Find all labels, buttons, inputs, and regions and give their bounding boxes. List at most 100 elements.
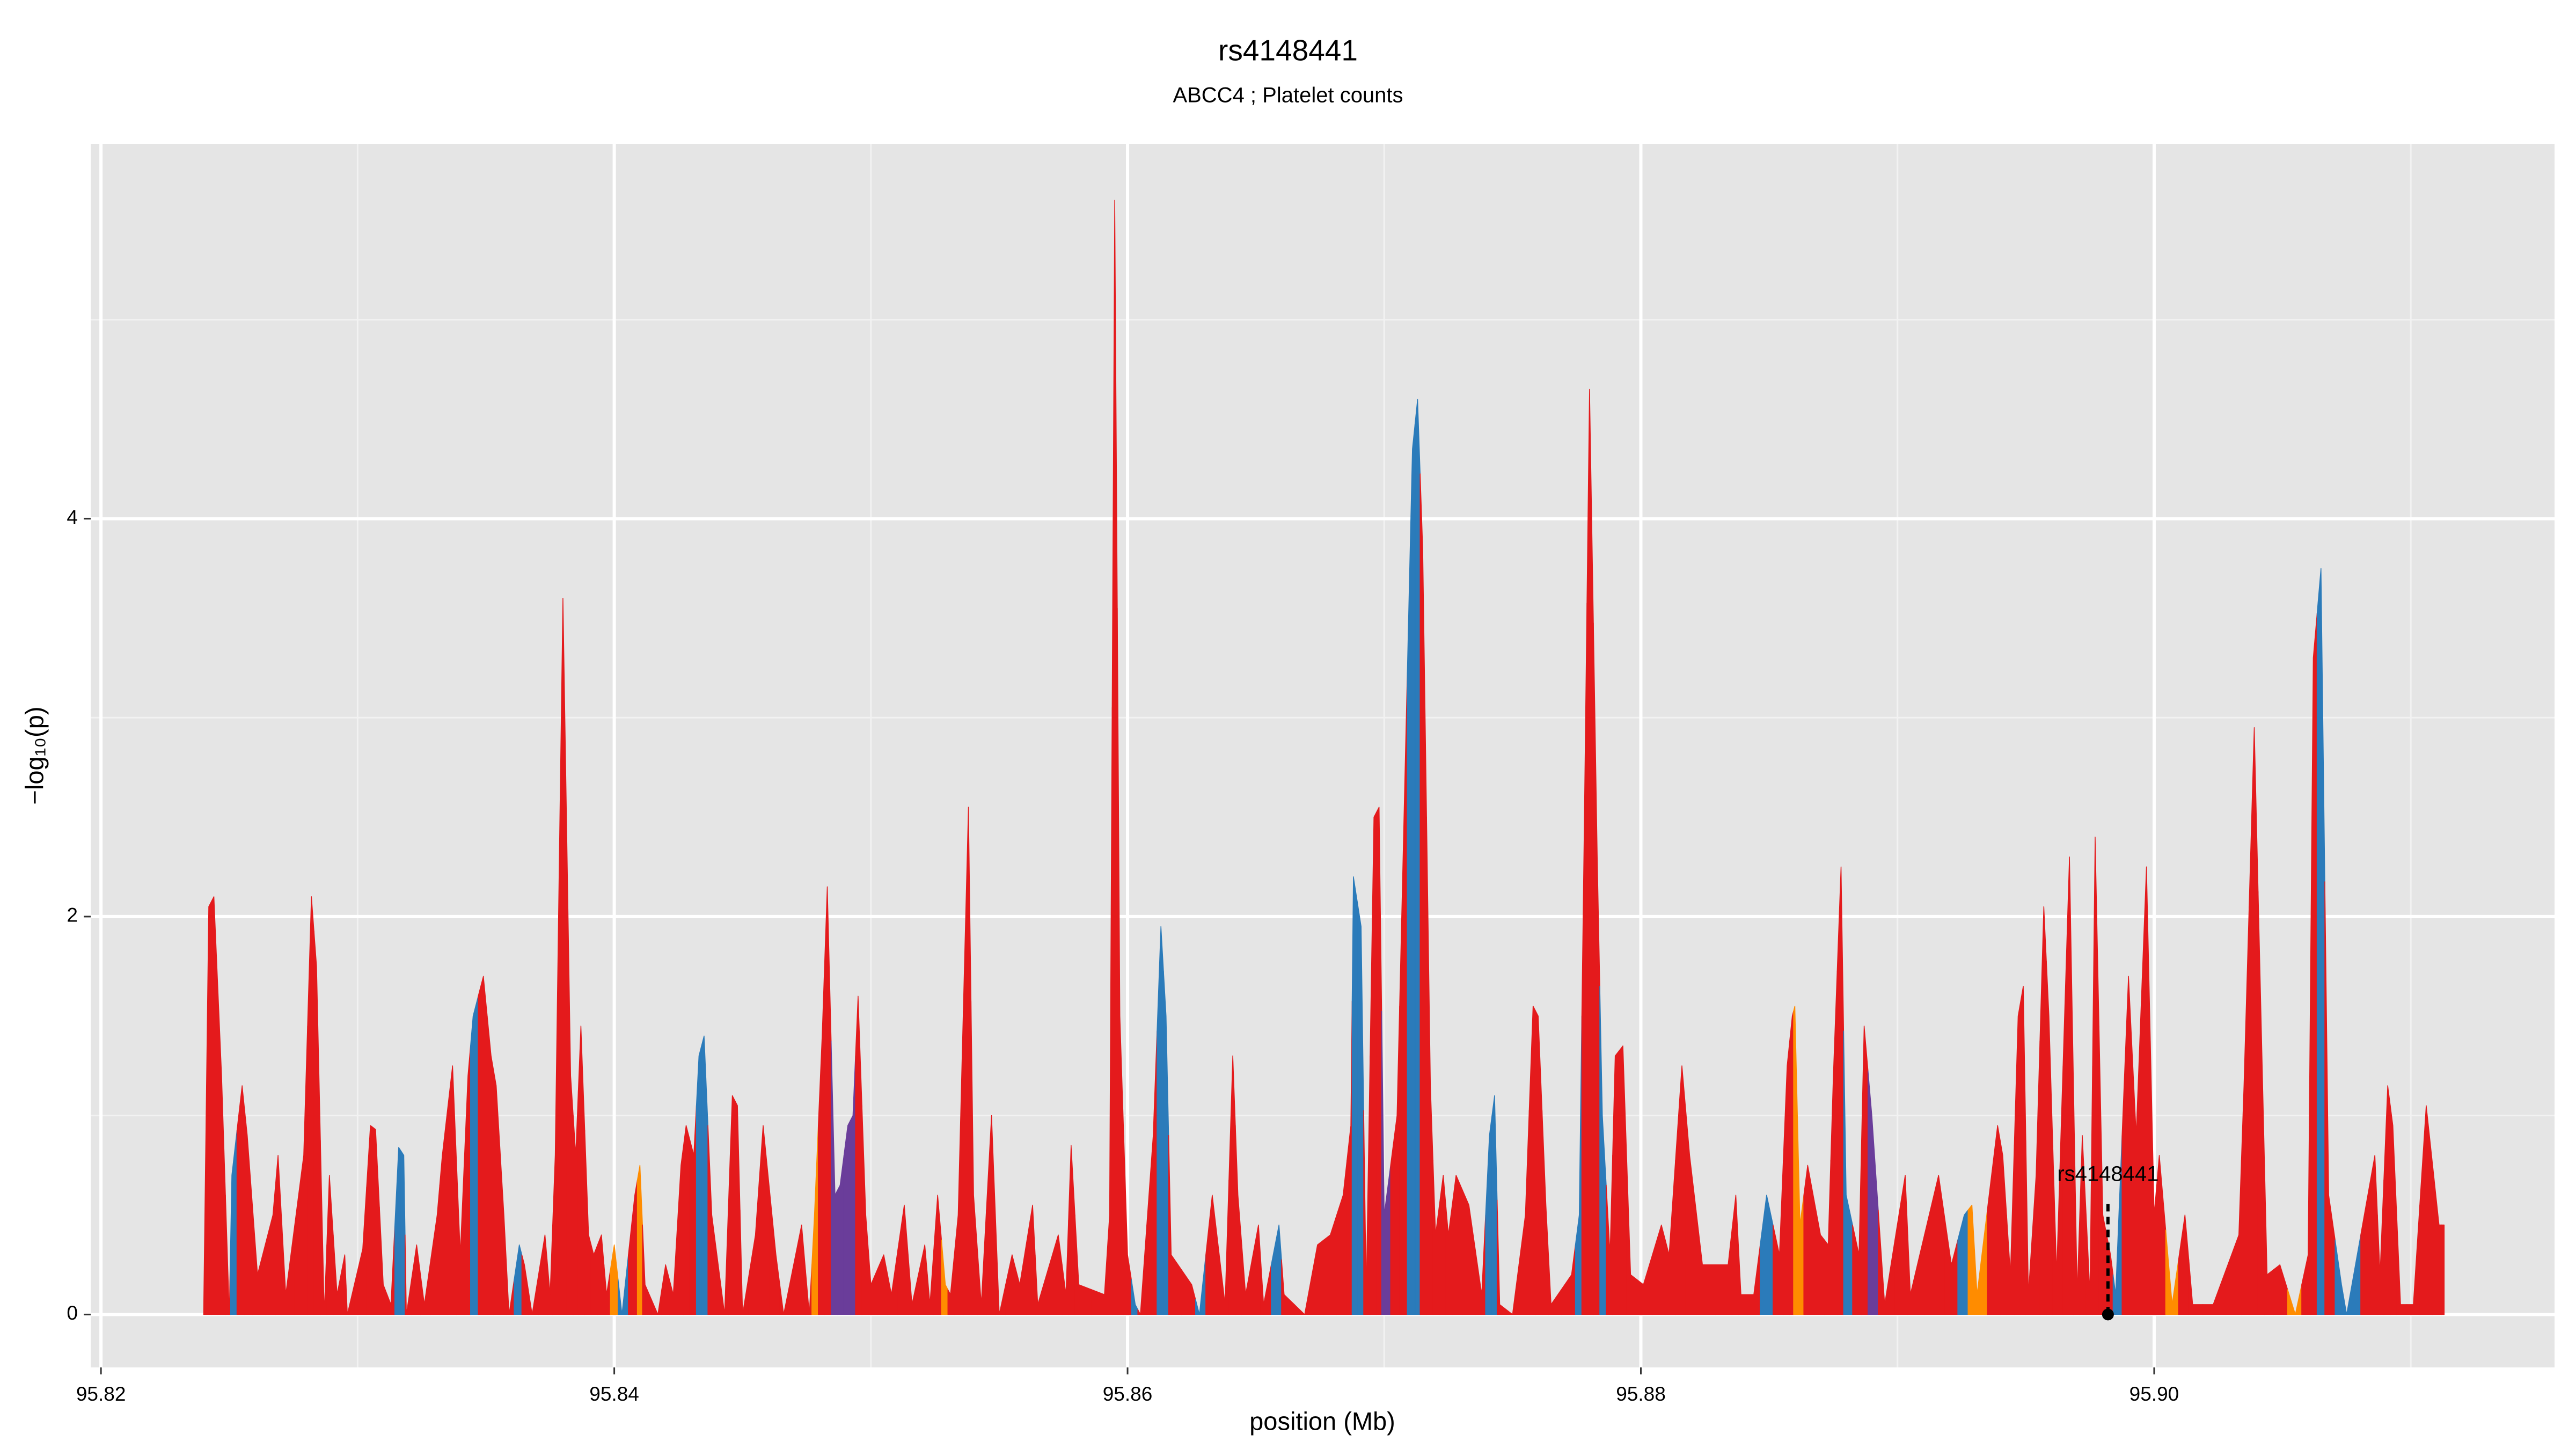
area-segment	[2396, 1214, 2407, 1315]
area-segment	[439, 1110, 448, 1315]
area-segment	[618, 1254, 629, 1315]
area-segment	[1695, 1210, 1716, 1315]
area-segment	[1665, 1160, 1676, 1315]
area-segment	[918, 1244, 928, 1315]
area-segment	[326, 1175, 334, 1315]
area-segment	[1773, 1160, 1784, 1315]
area-segment	[236, 1085, 245, 1315]
area-segment	[2390, 1105, 2397, 1315]
area-segment	[521, 1254, 529, 1315]
area-segment	[320, 1140, 327, 1315]
area-segment	[1390, 1006, 1400, 1315]
area-segment	[970, 1000, 978, 1315]
area-segment	[2301, 956, 2311, 1315]
area-segment	[1830, 971, 1838, 1315]
area-segment	[394, 1147, 402, 1315]
area-segment	[1111, 200, 1118, 1315]
area-segment	[628, 1180, 638, 1315]
area-segment	[566, 836, 574, 1315]
area-segment	[1271, 1224, 1282, 1315]
area-segment	[669, 1230, 678, 1315]
x-axis-label: position (Mb)	[1249, 1407, 1395, 1435]
area-segment	[1636, 1254, 1653, 1315]
area-segment	[1439, 1175, 1446, 1315]
area-segment	[661, 1264, 670, 1315]
area-segment	[265, 1184, 276, 1315]
area-segment	[1957, 1210, 1968, 1315]
area-segment	[230, 1130, 238, 1315]
area-segment	[1252, 1224, 1262, 1315]
area-segment	[1357, 901, 1364, 1315]
area-segment	[2287, 1284, 2302, 1315]
area-segment	[843, 1120, 851, 1315]
area-segment	[1619, 1045, 1627, 1315]
area-segment	[500, 1150, 507, 1315]
area-segment	[1485, 1115, 1492, 1315]
area-segment	[947, 1254, 955, 1315]
area-segment	[552, 876, 560, 1315]
area-segment	[1311, 1239, 1324, 1315]
area-segment	[2032, 1040, 2040, 1315]
area-segment	[1813, 1199, 1825, 1315]
area-segment	[2092, 836, 2099, 1315]
area-segment	[1924, 1175, 1945, 1315]
area-segment	[528, 1274, 539, 1315]
area-segment	[779, 1269, 793, 1315]
area-segment	[2188, 1259, 2204, 1315]
area-segment	[1606, 1155, 1613, 1315]
area-segment	[1241, 1244, 1253, 1315]
area-segment	[1323, 1214, 1337, 1315]
area-segment	[2020, 985, 2026, 1315]
area-segment	[954, 1011, 964, 1315]
x-tick-label: 95.86	[1103, 1383, 1153, 1405]
area-segment	[1168, 1135, 1182, 1315]
chart-subtitle: ABCC4 ; Platelet counts	[1173, 84, 1403, 107]
annotation-label: rs4148441	[2057, 1162, 2158, 1185]
area-segment	[689, 1105, 697, 1315]
area-segment	[2202, 1269, 2227, 1315]
area-segment	[2383, 1085, 2391, 1315]
axes: 95.82 95.84 95.86 95.88 95.90 0 2 4 rs4148441	[67, 506, 2179, 1405]
area-segment	[2310, 612, 2318, 1315]
area-segment	[1731, 1195, 1739, 1315]
area-segment	[2441, 1224, 2445, 1315]
area-segment	[861, 1105, 869, 1315]
area-segment	[2165, 1230, 2179, 1315]
area-segment	[908, 1254, 919, 1315]
area-segment	[1586, 389, 1594, 1315]
area-segment	[1967, 1204, 1975, 1315]
area-segment	[683, 1125, 691, 1315]
annotation-point	[2102, 1308, 2114, 1321]
area-segment	[478, 976, 488, 1315]
x-tick-label: 95.88	[1616, 1383, 1666, 1405]
area-segment	[933, 1195, 942, 1315]
area-segment	[1612, 1050, 1620, 1315]
area-segment	[252, 1204, 266, 1315]
area-segment	[941, 1239, 949, 1315]
area-segment	[1445, 1204, 1453, 1315]
area-segment	[2006, 1145, 2015, 1315]
area-segment	[1035, 1254, 1049, 1315]
area-segment	[2112, 1135, 2123, 1315]
area-segment	[1432, 1160, 1440, 1315]
area-segment	[1228, 1055, 1236, 1315]
area-segment	[1715, 1230, 1733, 1315]
area-segment	[1789, 1011, 1794, 1315]
area-segment	[1062, 1219, 1069, 1315]
chart-title: rs4148441	[1218, 34, 1358, 67]
area-segment	[1561, 1244, 1576, 1315]
area-segment	[2334, 1239, 2345, 1315]
area-segment	[2419, 1105, 2433, 1315]
area-segment	[1475, 1214, 1486, 1315]
area-segment	[1797, 1115, 1804, 1315]
area-segment	[1336, 1160, 1348, 1315]
area-segment	[718, 1204, 729, 1315]
area-segment	[470, 996, 479, 1315]
area-segment	[1181, 1269, 1196, 1315]
area-segment	[2324, 881, 2336, 1315]
area-segment	[2046, 961, 2053, 1315]
area-segment	[1581, 603, 1587, 1315]
area-segment	[487, 1015, 494, 1315]
area-segment	[830, 1040, 838, 1315]
